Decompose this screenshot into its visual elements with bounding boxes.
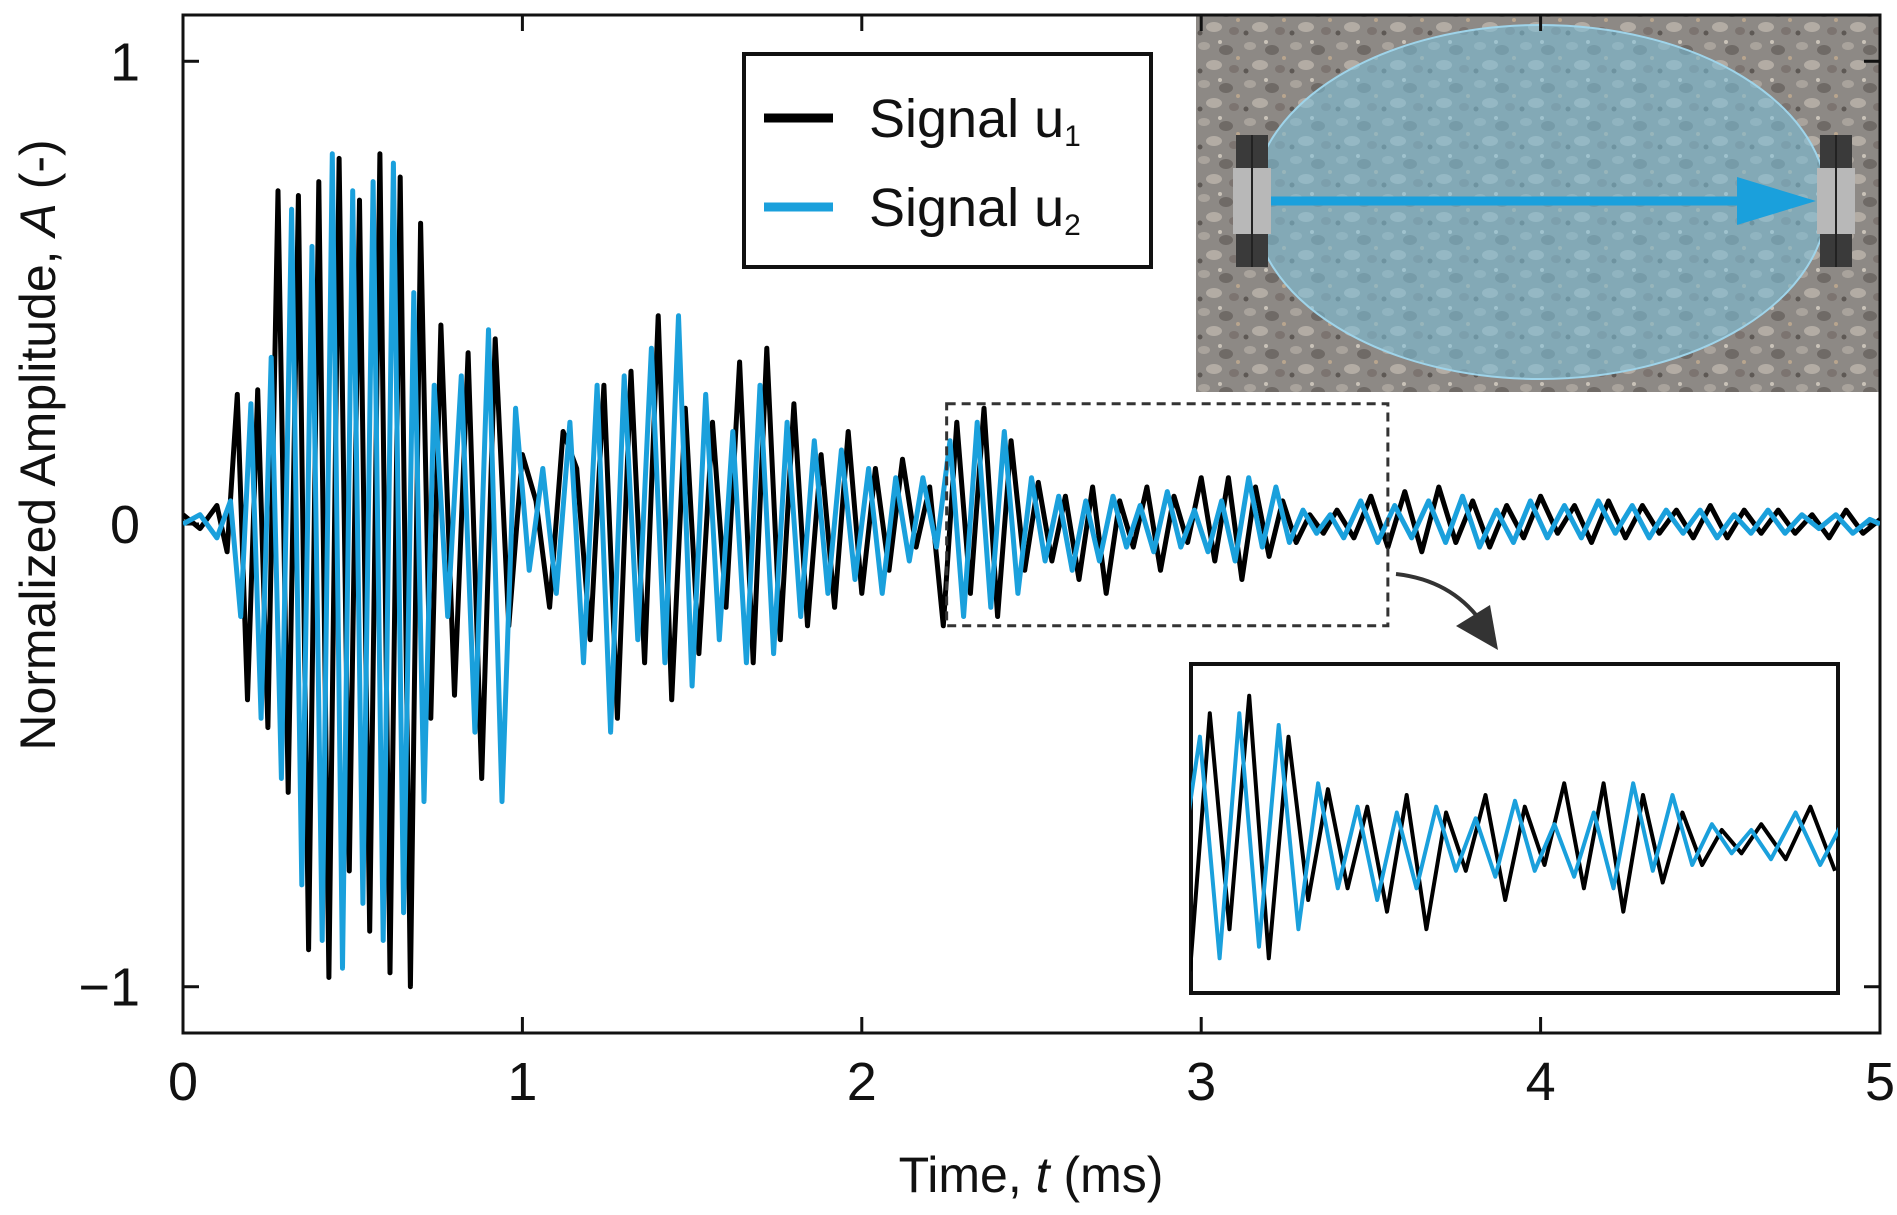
transmitter-transducer-icon bbox=[1233, 135, 1271, 267]
receiver-transducer-icon bbox=[1817, 135, 1855, 267]
x-tick-label: 2 bbox=[847, 1052, 877, 1112]
inset-line-signal-u1 bbox=[1191, 693, 1837, 972]
y-tick-label: 1 bbox=[110, 32, 140, 92]
concrete-specimen-illustration bbox=[1196, 15, 1880, 392]
zoom-inset bbox=[1189, 662, 1840, 995]
x-tick-label: 1 bbox=[507, 1052, 537, 1112]
y-axis-title: Normalized Amplitude, A (-) bbox=[10, 139, 66, 750]
series-line-signal-u2 bbox=[183, 151, 1880, 971]
y-tick-label: 0 bbox=[110, 495, 140, 555]
tick-labels: 0 1 2 3 4 5 −1 0 1 bbox=[78, 32, 1895, 1112]
propagation-arrow-icon bbox=[1271, 177, 1816, 225]
x-tick-label: 0 bbox=[168, 1052, 198, 1112]
y-tick-label: −1 bbox=[78, 958, 140, 1018]
legend-label-signal-u1: Signal u1 bbox=[869, 89, 1081, 153]
x-tick-label: 4 bbox=[1526, 1052, 1556, 1112]
inset-line-signal-u2 bbox=[1191, 711, 1838, 961]
series-group bbox=[183, 151, 1880, 990]
legend: Signal u1 Signal u2 bbox=[742, 52, 1153, 269]
zoom-arrow-icon bbox=[1395, 572, 1498, 650]
x-tick-label: 3 bbox=[1186, 1052, 1216, 1112]
inset-series-group bbox=[1191, 693, 1838, 972]
legend-label-signal-u2: Signal u2 bbox=[869, 178, 1081, 242]
x-tick-label: 5 bbox=[1865, 1052, 1895, 1112]
x-axis-title: Time, t (ms) bbox=[899, 1147, 1164, 1203]
zoom-selection-box bbox=[945, 402, 1390, 628]
